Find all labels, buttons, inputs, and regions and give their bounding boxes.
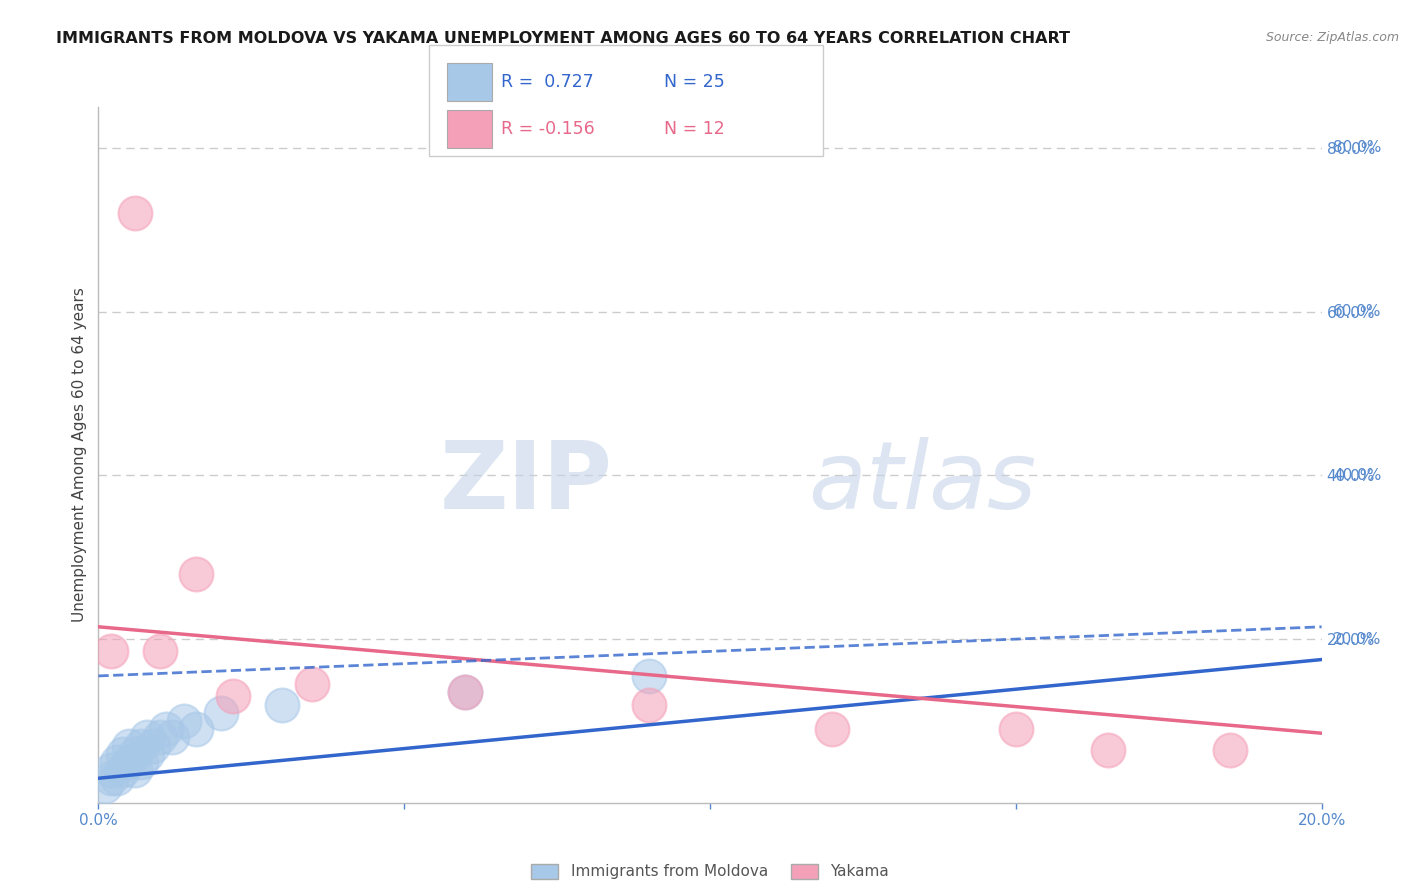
Point — [105, 771, 128, 785]
Text: N = 25: N = 25 — [664, 73, 724, 91]
Point — [454, 685, 477, 699]
Text: 60.0%: 60.0% — [1333, 304, 1381, 319]
Y-axis label: Unemployment Among Ages 60 to 64 years: Unemployment Among Ages 60 to 64 years — [72, 287, 87, 623]
Point — [118, 739, 141, 753]
Point — [100, 763, 122, 777]
Point — [105, 755, 128, 769]
Point — [100, 771, 122, 785]
Point — [142, 739, 165, 753]
Point — [124, 763, 146, 777]
Point — [111, 747, 134, 761]
Point — [1004, 722, 1026, 736]
Point — [118, 755, 141, 769]
Text: IMMIGRANTS FROM MOLDOVA VS YAKAMA UNEMPLOYMENT AMONG AGES 60 TO 64 YEARS CORRELA: IMMIGRANTS FROM MOLDOVA VS YAKAMA UNEMPL… — [56, 31, 1070, 46]
Text: R = -0.156: R = -0.156 — [501, 120, 595, 138]
Point — [111, 763, 134, 777]
Point — [301, 677, 323, 691]
Point — [124, 206, 146, 220]
Text: N = 12: N = 12 — [664, 120, 724, 138]
Point — [186, 722, 208, 736]
Point — [173, 714, 195, 728]
Point — [637, 669, 661, 683]
Point — [124, 747, 146, 761]
Legend: Immigrants from Moldova, Yakama: Immigrants from Moldova, Yakama — [524, 857, 896, 886]
Point — [1097, 742, 1119, 756]
Point — [270, 698, 292, 712]
Point — [454, 685, 477, 699]
Text: 20.0%: 20.0% — [1333, 632, 1381, 647]
Point — [129, 739, 152, 753]
Point — [129, 755, 152, 769]
Point — [222, 690, 245, 704]
Point — [136, 731, 159, 745]
Point — [155, 722, 177, 736]
Point — [93, 780, 115, 794]
Point — [1219, 742, 1241, 756]
Text: Source: ZipAtlas.com: Source: ZipAtlas.com — [1265, 31, 1399, 45]
Text: 80.0%: 80.0% — [1333, 140, 1381, 155]
Point — [637, 698, 661, 712]
Text: 40.0%: 40.0% — [1333, 468, 1381, 483]
Text: atlas: atlas — [808, 437, 1036, 528]
Point — [186, 566, 208, 581]
Point — [209, 706, 232, 720]
Text: R =  0.727: R = 0.727 — [501, 73, 593, 91]
Point — [149, 644, 172, 658]
Point — [160, 731, 183, 745]
Text: ZIP: ZIP — [439, 437, 612, 529]
Point — [100, 644, 122, 658]
Point — [821, 722, 844, 736]
Point — [149, 731, 172, 745]
Point — [136, 747, 159, 761]
